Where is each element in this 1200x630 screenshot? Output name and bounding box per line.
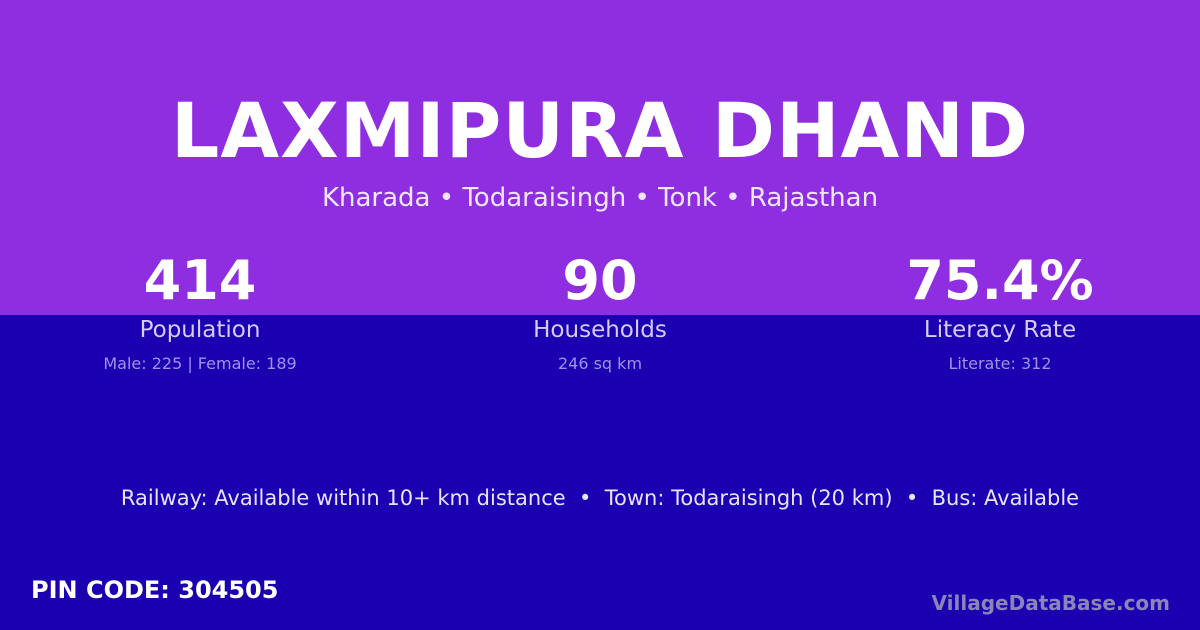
stat-label: Households <box>533 317 667 343</box>
header-band <box>0 0 1200 315</box>
stat-households: 90 Households 246 sq km <box>400 248 800 373</box>
location-breadcrumb: Kharada • Todaraisingh • Tonk • Rajastha… <box>321 183 879 213</box>
stat-value: 90 <box>562 249 638 312</box>
stat-literacy: 75.4% Literacy Rate Literate: 312 <box>800 248 1200 373</box>
stat-label: Population <box>139 317 261 343</box>
brand-logo: VillageDataBase.com <box>931 591 1170 615</box>
stat-label: Literacy Rate <box>923 317 1077 343</box>
connectivity-info: Railway: Available within 10+ km distanc… <box>120 486 1080 510</box>
stat-population: 414 Population Male: 225 | Female: 189 <box>0 248 400 373</box>
stat-value: 414 <box>143 249 257 312</box>
stat-value: 75.4% <box>906 249 1094 312</box>
village-title: LAXMIPURA DHAND <box>170 86 1030 175</box>
pin-code: PIN CODE: 304505 <box>31 576 279 604</box>
stat-detail: Literate: 312 <box>948 354 1052 373</box>
stat-detail: 246 sq km <box>557 354 643 373</box>
stat-detail: Male: 225 | Female: 189 <box>103 354 297 373</box>
